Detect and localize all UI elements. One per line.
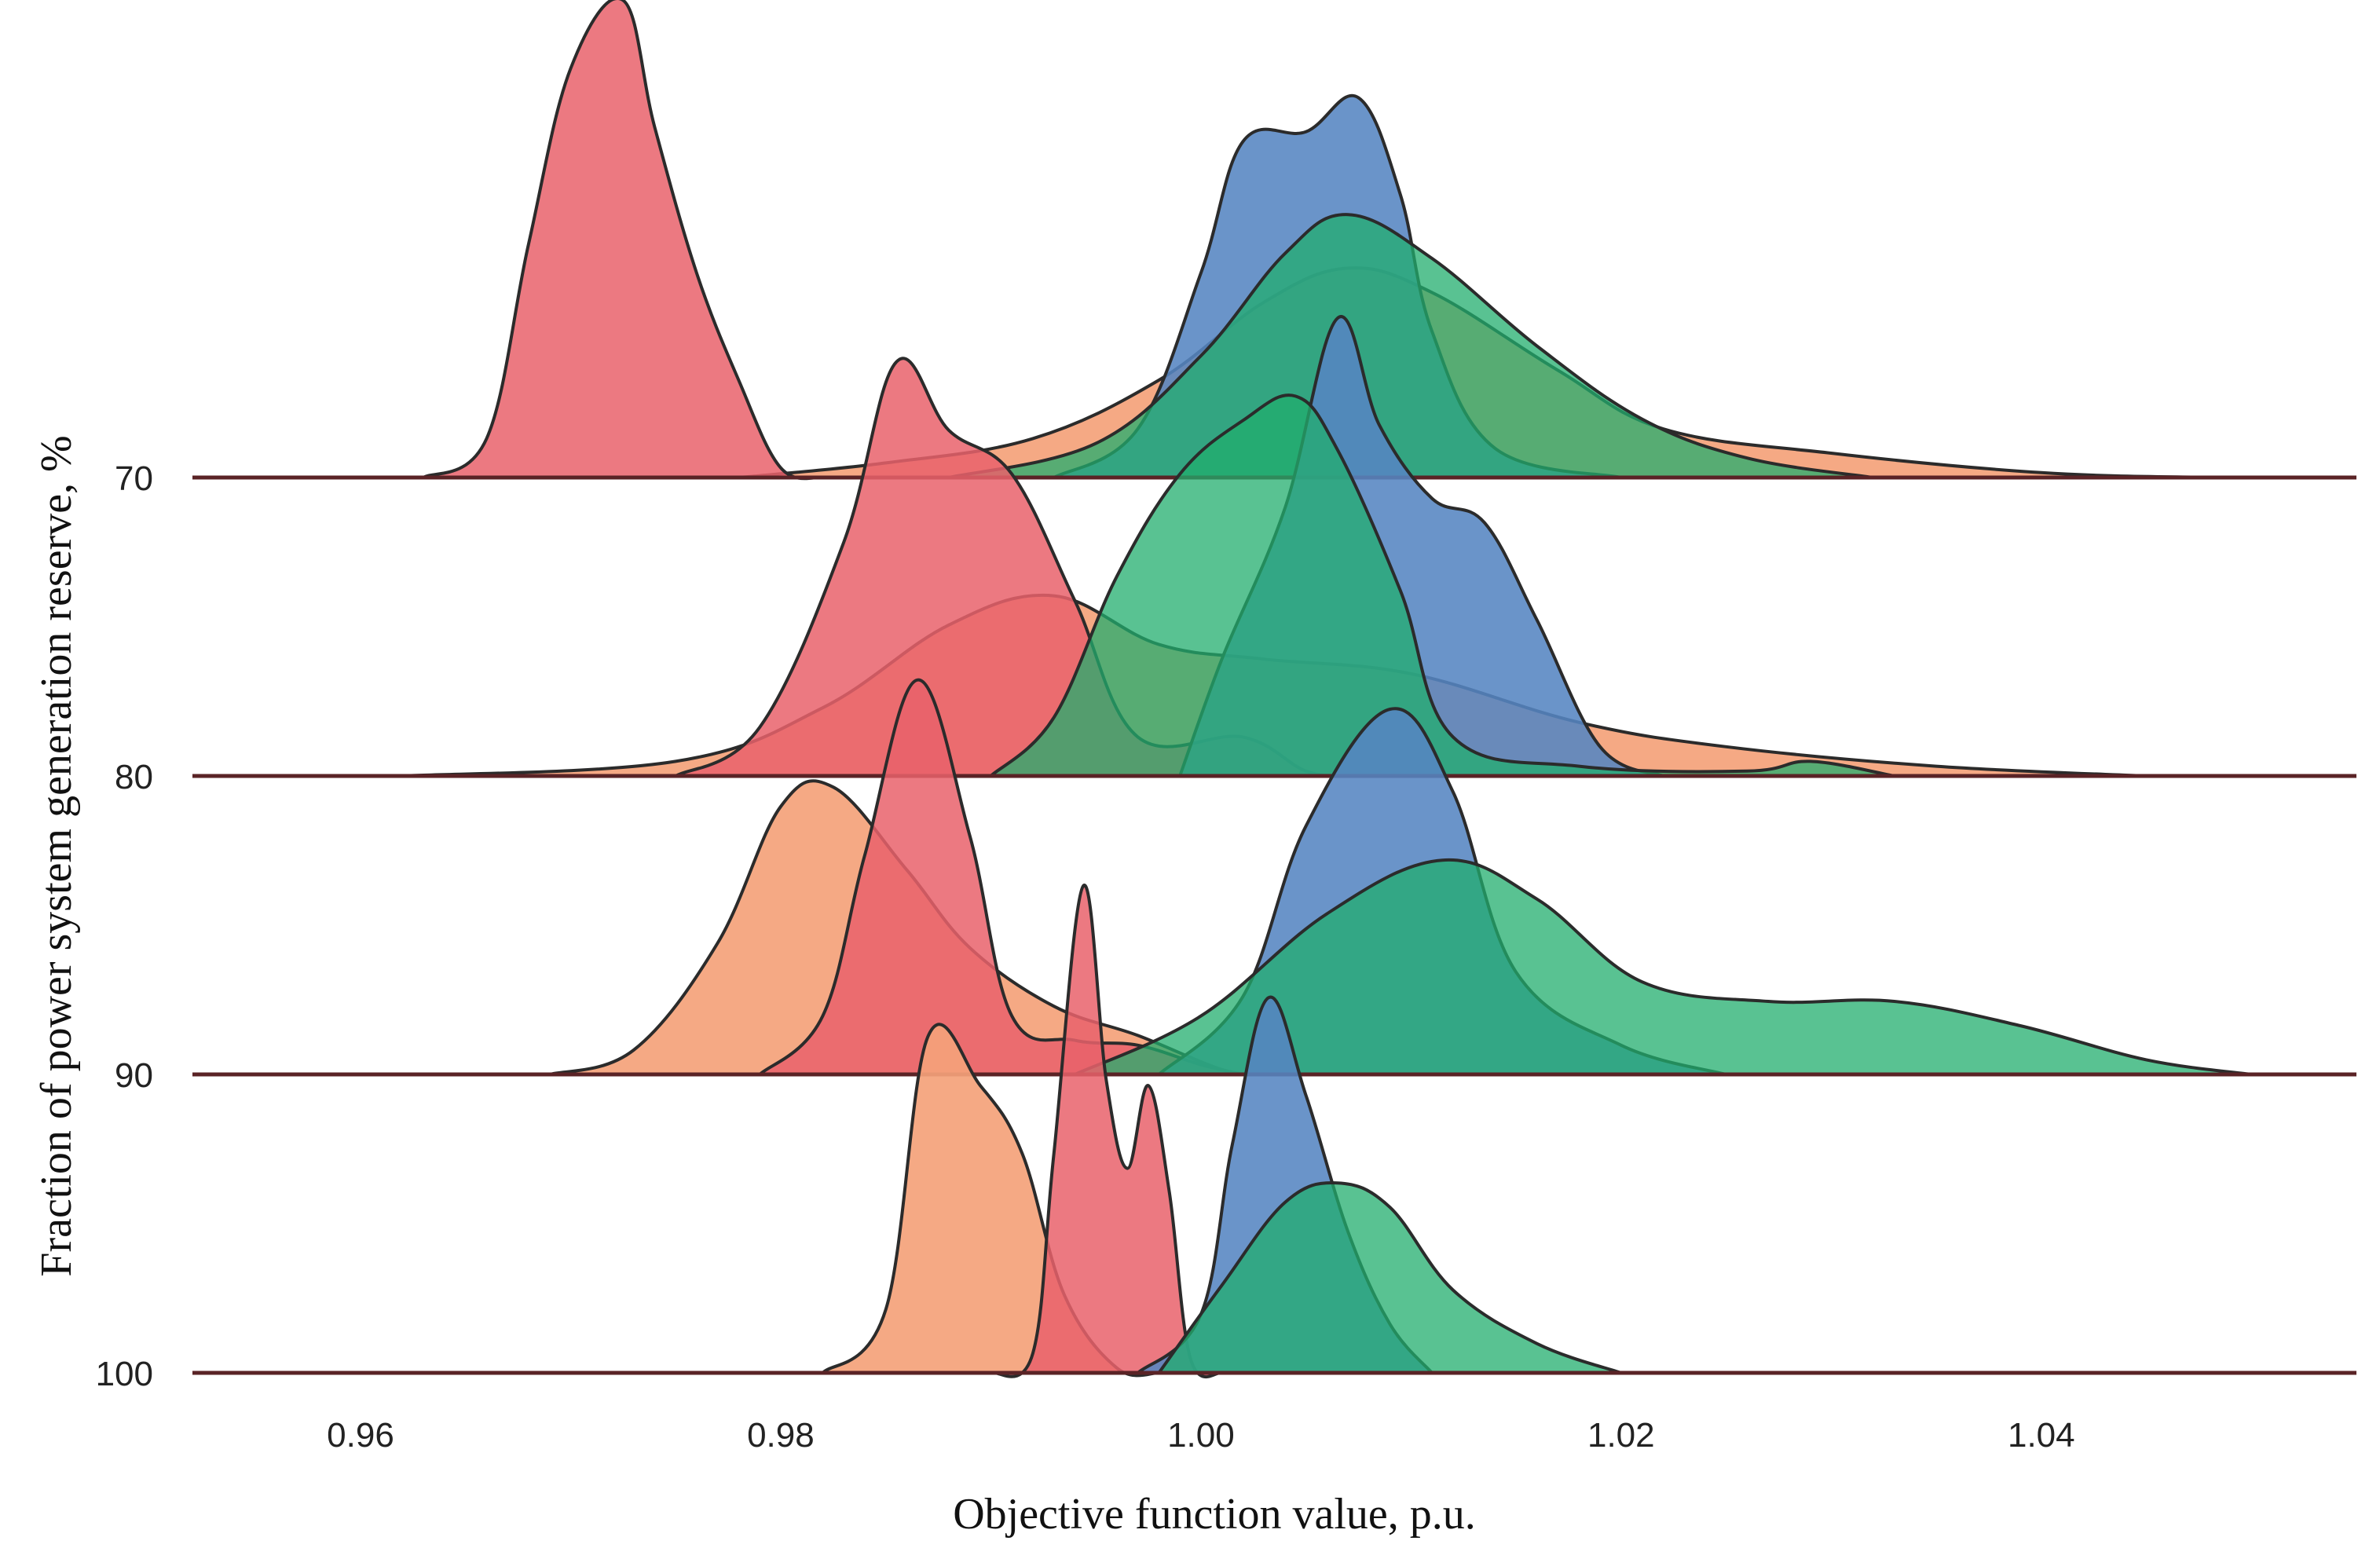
ridge-100 xyxy=(192,884,2356,1378)
x-tick-label: 1.04 xyxy=(2008,1416,2075,1455)
x-axis-ticks: 0.96 0.98 1.00 1.02 1.04 xyxy=(327,1416,2074,1455)
ridges-layer xyxy=(192,0,2356,1378)
x-tick-label: 0.96 xyxy=(327,1416,394,1455)
y-axis-title: Fraction of power system generation rese… xyxy=(32,435,81,1276)
y-category-label-100: 100 xyxy=(96,1355,153,1393)
x-tick-label: 1.00 xyxy=(1167,1416,1235,1455)
density-green-80 xyxy=(990,395,1895,776)
density-red-100 xyxy=(990,885,1222,1378)
density-outline-red-70 xyxy=(423,0,823,481)
density-green-70 xyxy=(948,214,1873,478)
ridge-80 xyxy=(192,315,2356,778)
density-red-70 xyxy=(423,0,823,479)
density-green-90 xyxy=(1075,859,2252,1074)
x-axis-title: Objective function value, p.u. xyxy=(953,1490,1476,1539)
density-red-80 xyxy=(676,358,1349,777)
y-category-label-80: 80 xyxy=(115,758,153,796)
density-outline-green-100 xyxy=(1157,1180,1622,1374)
density-outline-red-100 xyxy=(990,884,1223,1378)
density-outline-red-90 xyxy=(758,678,1243,1076)
x-tick-label: 0.98 xyxy=(747,1416,815,1455)
density-orange-100 xyxy=(822,1024,1159,1376)
density-red-90 xyxy=(760,679,1243,1074)
ridge-90 xyxy=(192,678,2356,1077)
density-outline-green-90 xyxy=(1074,858,2252,1076)
y-category-label-70: 70 xyxy=(115,459,153,498)
density-outline-green-80 xyxy=(990,393,1895,778)
x-tick-label: 1.02 xyxy=(1587,1416,1655,1455)
ridge-70 xyxy=(192,0,2356,481)
density-outline-green-70 xyxy=(948,213,1874,479)
density-green-100 xyxy=(1159,1182,1621,1373)
y-axis-category-labels: 70 80 90 100 xyxy=(96,459,153,1393)
y-category-label-90: 90 xyxy=(115,1056,153,1095)
